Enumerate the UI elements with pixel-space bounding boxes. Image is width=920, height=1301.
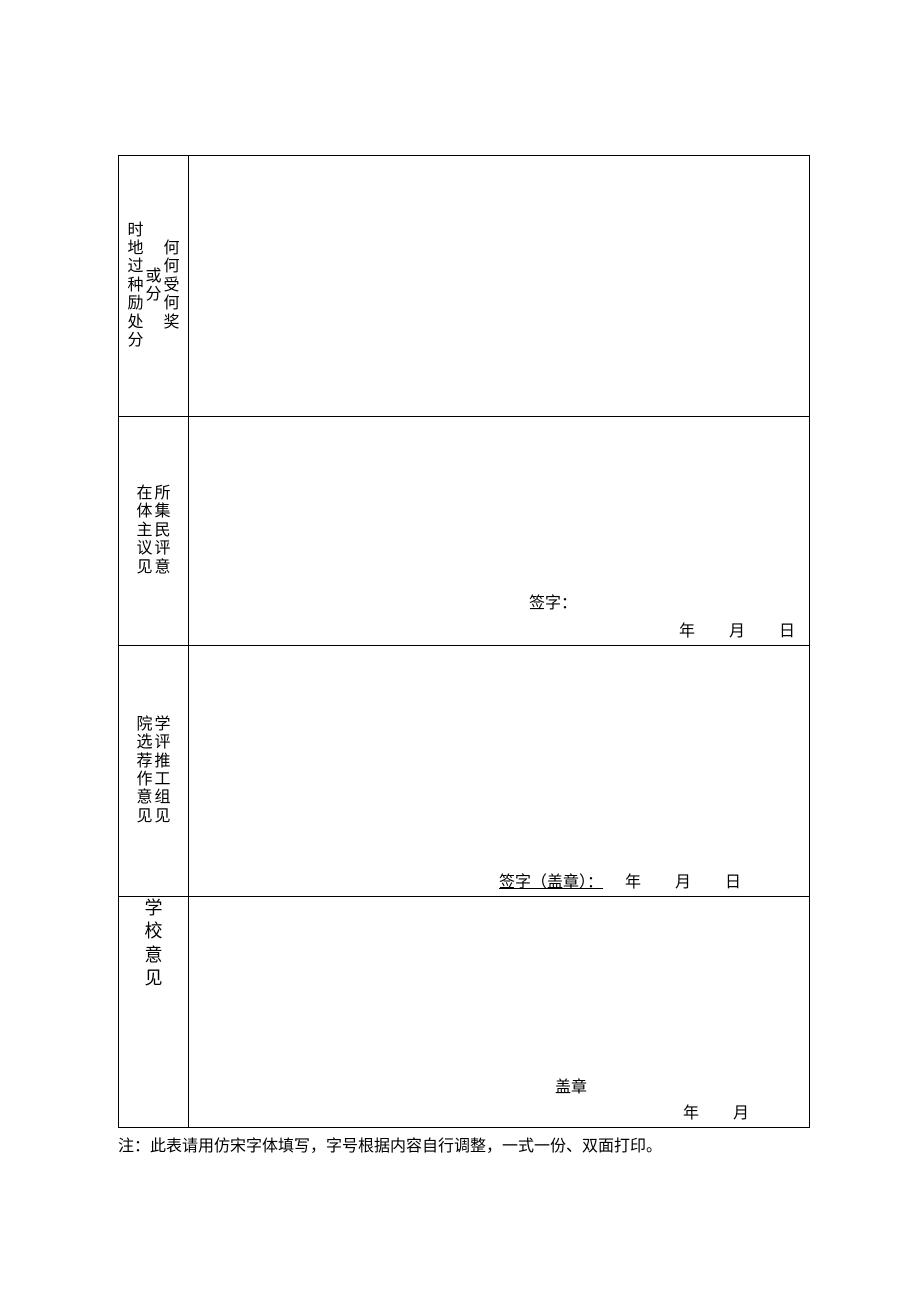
label-awards-col3: 何 何 受 何 奖	[164, 240, 180, 332]
label-college-col1: 院 选 荐 作 意 见	[136, 716, 152, 826]
signature-label-college: 签字（盖章）： 年 月 日	[499, 868, 741, 892]
label-collective: 在 体 主 议 见 所 集 民 评 意	[119, 417, 189, 646]
signature-label-collective: 签字：	[529, 589, 577, 613]
label-collective-col2: 所 集 民 评 意	[155, 485, 171, 577]
row-school: 学 校 意 见 盖章 年 月	[119, 897, 810, 1128]
row-college-group: 院 选 荐 作 意 见 学 评 推 工 组 见	[119, 646, 810, 897]
label-school-text: 学 校 意 见	[119, 897, 188, 991]
label-collective-col1: 在 体 主 议 见	[136, 485, 152, 577]
content-college-group[interactable]: 签字（盖章）： 年 月 日	[189, 646, 810, 897]
row-collective: 在 体 主 议 见 所 集 民 评 意	[119, 417, 810, 646]
label-awards-col1: 时 地 过 种 励 处 分	[127, 222, 143, 351]
footer-note: 注：此表请用仿宋字体填写，字号根据内容自行调整，一式一份、双面打印。	[118, 1132, 810, 1156]
label-awards: 时 地 过 种 励 处 分 或 分 何 何 受	[119, 156, 189, 417]
label-school: 学 校 意 见	[119, 897, 189, 1128]
row-awards: 时 地 过 种 励 处 分 或 分 何 何 受	[119, 156, 810, 417]
page: 时 地 过 种 励 处 分 或 分 何 何 受	[0, 0, 920, 1301]
date-line-school: 年 月	[633, 1099, 749, 1123]
label-college-col2: 学 评 推 工 组 见	[155, 716, 171, 826]
date-line-collective: 年 月 日	[629, 617, 795, 641]
content-awards[interactable]	[189, 156, 810, 417]
seal-label-school: 盖章	[555, 1073, 587, 1097]
content-school[interactable]: 盖章 年 月	[189, 897, 810, 1128]
form-table: 时 地 过 种 励 处 分 或 分 何 何 受	[118, 155, 810, 1128]
content-collective[interactable]: 签字： 年 月 日	[189, 417, 810, 646]
label-college-group: 院 选 荐 作 意 见 学 评 推 工 组 见	[119, 646, 189, 897]
label-awards-col2: 或 分	[145, 268, 161, 305]
